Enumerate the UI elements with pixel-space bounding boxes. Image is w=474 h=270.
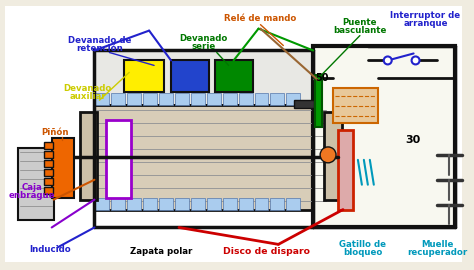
Bar bbox=[255, 198, 268, 210]
Bar bbox=[44, 142, 53, 149]
Bar bbox=[95, 198, 109, 210]
Bar bbox=[270, 198, 284, 210]
Text: enbrague: enbrague bbox=[9, 191, 55, 200]
Bar bbox=[143, 93, 157, 105]
Text: Devanado: Devanado bbox=[180, 34, 228, 43]
Bar bbox=[315, 75, 322, 127]
Bar bbox=[127, 198, 141, 210]
Text: Gatillo de: Gatillo de bbox=[339, 240, 386, 249]
Bar bbox=[223, 198, 237, 210]
Circle shape bbox=[313, 76, 319, 83]
Text: Puente: Puente bbox=[343, 18, 377, 27]
Bar bbox=[286, 93, 300, 105]
Text: 30: 30 bbox=[405, 135, 420, 145]
Bar bbox=[333, 88, 378, 123]
Bar bbox=[44, 169, 53, 176]
Bar bbox=[215, 60, 253, 92]
Bar bbox=[52, 138, 73, 198]
Text: auxiliar: auxiliar bbox=[69, 92, 106, 101]
Text: serie: serie bbox=[191, 42, 216, 51]
Bar bbox=[44, 178, 53, 185]
Text: basculante: basculante bbox=[333, 26, 387, 35]
Bar bbox=[313, 46, 456, 227]
Bar bbox=[80, 112, 98, 200]
Bar bbox=[286, 198, 300, 210]
Bar bbox=[159, 93, 173, 105]
Bar bbox=[44, 160, 53, 167]
Bar bbox=[223, 93, 237, 105]
Bar bbox=[159, 198, 173, 210]
Text: Piñón: Piñón bbox=[41, 127, 68, 137]
Bar bbox=[175, 93, 189, 105]
Bar bbox=[238, 198, 253, 210]
Bar bbox=[44, 151, 53, 158]
Bar bbox=[44, 187, 53, 194]
Bar bbox=[18, 148, 54, 220]
Text: 50: 50 bbox=[315, 73, 329, 83]
Bar bbox=[124, 60, 164, 92]
Circle shape bbox=[411, 56, 419, 65]
Text: Muelle: Muelle bbox=[421, 240, 454, 249]
Bar bbox=[191, 93, 205, 105]
Text: Caja: Caja bbox=[21, 183, 42, 192]
Bar bbox=[127, 93, 141, 105]
Text: Interruptor de: Interruptor de bbox=[391, 11, 461, 20]
Text: recuperador: recuperador bbox=[407, 248, 467, 257]
Bar bbox=[94, 50, 313, 105]
Text: Inducido: Inducido bbox=[29, 245, 71, 254]
Text: Devanado: Devanado bbox=[64, 84, 112, 93]
Text: Devanado de: Devanado de bbox=[68, 36, 131, 45]
Bar bbox=[95, 93, 109, 105]
Bar bbox=[171, 60, 209, 92]
Bar bbox=[255, 93, 268, 105]
Text: Relé de mando: Relé de mando bbox=[224, 14, 297, 23]
Bar bbox=[294, 100, 314, 108]
Circle shape bbox=[320, 147, 336, 163]
Bar bbox=[106, 120, 131, 198]
Text: retención: retención bbox=[76, 44, 123, 53]
Text: arranque: arranque bbox=[403, 19, 448, 28]
Bar bbox=[111, 93, 125, 105]
Circle shape bbox=[384, 56, 392, 65]
Bar bbox=[143, 198, 157, 210]
Bar bbox=[270, 93, 284, 105]
Text: Zapata polar: Zapata polar bbox=[130, 247, 192, 256]
Bar bbox=[207, 198, 221, 210]
Bar bbox=[338, 130, 353, 210]
Bar bbox=[191, 198, 205, 210]
Bar bbox=[207, 93, 221, 105]
Bar bbox=[238, 93, 253, 105]
Bar bbox=[94, 105, 328, 210]
Text: bloqueo: bloqueo bbox=[343, 248, 383, 257]
Bar bbox=[324, 112, 342, 200]
Bar bbox=[175, 198, 189, 210]
Text: Disco de disparo: Disco de disparo bbox=[223, 247, 310, 256]
Bar bbox=[111, 198, 125, 210]
